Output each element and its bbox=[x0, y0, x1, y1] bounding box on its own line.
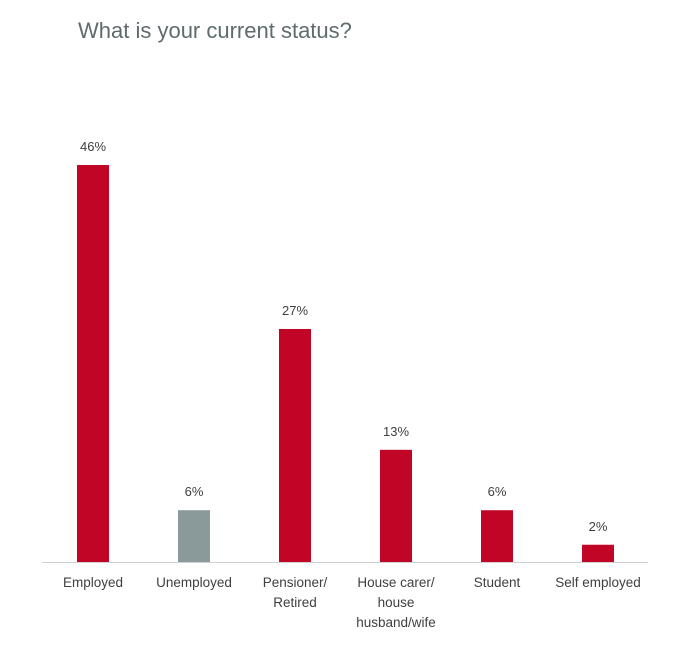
x-tick-label: Pensioner/ Retired bbox=[262, 575, 328, 610]
bar bbox=[279, 328, 311, 562]
value-label: 13% bbox=[382, 423, 410, 439]
bar bbox=[481, 510, 513, 562]
bar bbox=[582, 544, 614, 562]
x-tick-label: House carer/ house husband/wife bbox=[356, 575, 436, 630]
value-label: 2% bbox=[588, 518, 608, 534]
value-label: 46% bbox=[79, 139, 107, 155]
value-label: 6% bbox=[487, 484, 507, 500]
chart-title: What is your current status? bbox=[78, 18, 352, 43]
x-tick-label: Unemployed bbox=[156, 575, 232, 590]
x-tick-label: Employed bbox=[62, 575, 124, 590]
bar bbox=[380, 449, 412, 562]
bar bbox=[178, 510, 210, 562]
value-label: 6% bbox=[184, 484, 204, 500]
x-tick-label: Self employed bbox=[555, 575, 641, 590]
x-tick-label: Student bbox=[473, 575, 521, 590]
value-label: 27% bbox=[281, 302, 309, 318]
bar bbox=[77, 165, 109, 562]
